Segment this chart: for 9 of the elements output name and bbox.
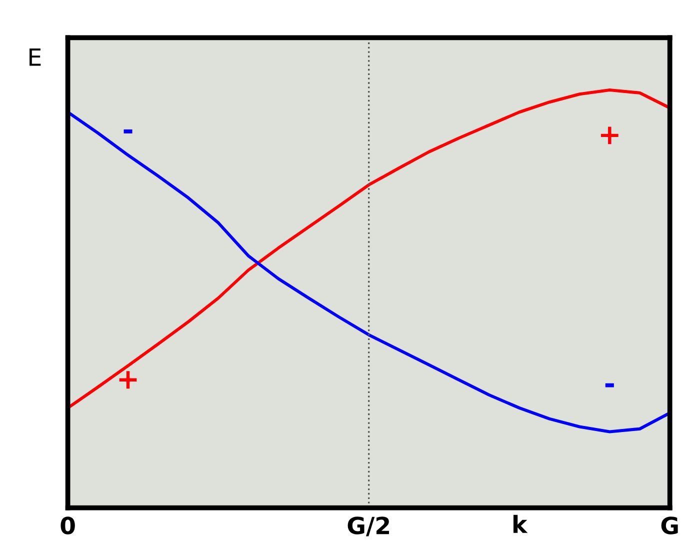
y-axis-title: E [30, 48, 41, 66]
annotation: - [124, 129, 132, 134]
annotation: + [119, 371, 137, 389]
x-tick-label: 0 [60, 516, 75, 534]
x-tick-label: G [661, 516, 678, 534]
annotation: + [600, 126, 618, 144]
x-axis-title: k [513, 514, 528, 533]
x-tick-label: G/2 [348, 516, 389, 536]
annotation: - [605, 383, 614, 388]
